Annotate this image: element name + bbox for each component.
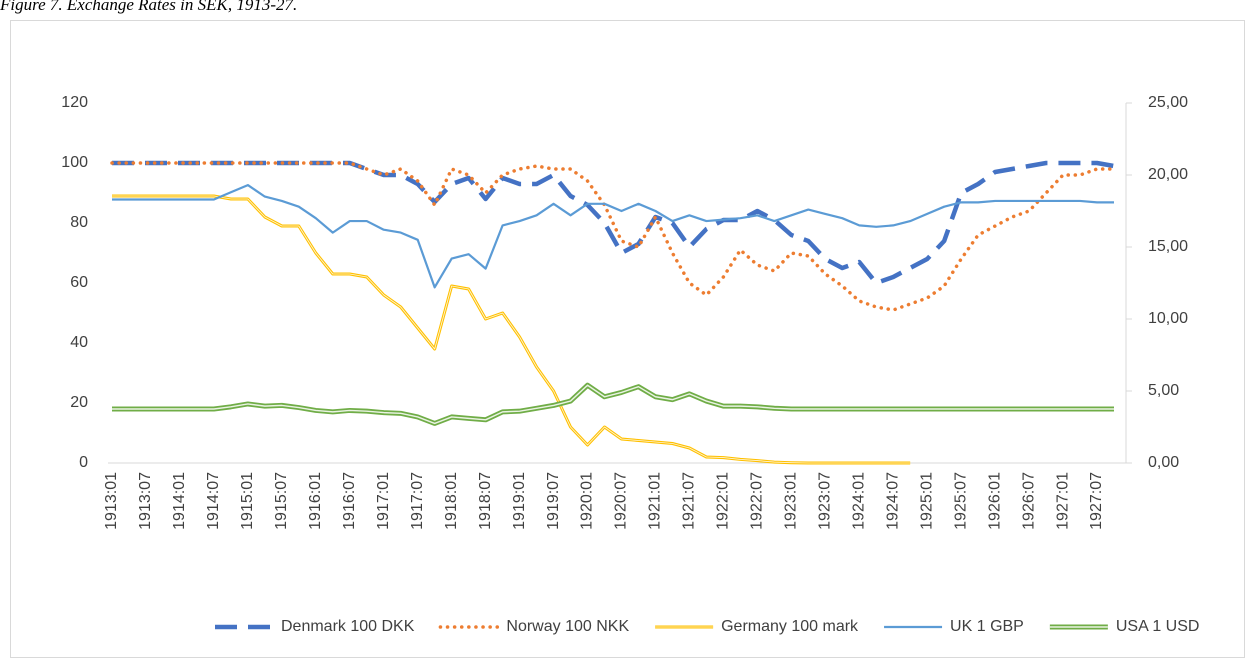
- x-tick-label: 1925:01: [918, 472, 935, 530]
- chart-title: Figure 7. Exchange Rates in SEK, 1913-27…: [0, 0, 297, 14]
- x-tick-label: 1916:01: [307, 472, 324, 530]
- x-tick-label: 1918:01: [443, 472, 460, 530]
- legend-label: Norway 100 NKK: [506, 618, 629, 635]
- x-tick-label: 1925:07: [952, 472, 969, 530]
- x-tick-label: 1915:01: [239, 472, 256, 530]
- x-tick-label: 1924:01: [850, 472, 867, 530]
- x-tick-label: 1917:01: [375, 472, 392, 530]
- y-tick-label: 20: [70, 394, 88, 411]
- series-line: [112, 160, 1115, 286]
- x-tick-label: 1926:07: [1020, 472, 1037, 530]
- x-tick-label: 1927:01: [1054, 472, 1071, 530]
- x-tick-label: 1922:01: [715, 472, 732, 530]
- y-tick-label: 0: [79, 454, 88, 471]
- x-tick-label: 1919:07: [545, 472, 562, 530]
- x-tick-label: 1913:07: [137, 472, 154, 530]
- y2-tick-label: 10,00: [1148, 310, 1188, 327]
- y2-tick-label: 5,00: [1148, 382, 1179, 399]
- legend-label: Germany 100 mark: [721, 618, 859, 635]
- x-tick-label: 1924:07: [884, 472, 901, 530]
- x-tick-label: 1921:07: [681, 472, 698, 530]
- x-tick-label: 1923:01: [783, 472, 800, 530]
- x-tick-label: 1922:07: [749, 472, 766, 530]
- series-line-highlight: [112, 195, 911, 464]
- y2-tick-label: 0,00: [1148, 454, 1179, 471]
- x-tick-label: 1913:01: [103, 472, 120, 530]
- y2-tick-label: 15,00: [1148, 238, 1188, 255]
- x-tick-label: 1920:07: [613, 472, 630, 530]
- x-tick-label: 1919:01: [511, 472, 528, 530]
- x-tick-label: 1915:07: [273, 472, 290, 530]
- legend-label: Denmark 100 DKK: [281, 618, 415, 635]
- y-tick-label: 80: [70, 214, 88, 231]
- x-tick-label: 1927:07: [1088, 472, 1105, 530]
- x-tick-label: 1918:07: [477, 472, 494, 530]
- x-tick-label: 1926:01: [986, 472, 1003, 530]
- series-line: [110, 161, 1116, 312]
- y-tick-label: 60: [70, 274, 88, 291]
- x-tick-label: 1914:07: [205, 472, 222, 530]
- x-tick-label: 1920:01: [579, 472, 596, 530]
- legend-label: USA 1 USD: [1116, 618, 1200, 635]
- y-tick-label: 120: [61, 94, 88, 111]
- x-tick-label: 1917:07: [409, 472, 426, 530]
- y-tick-label: 40: [70, 334, 88, 351]
- series-line: [112, 183, 1114, 289]
- y-tick-label: 100: [61, 154, 88, 171]
- legend-label: UK 1 GBP: [950, 618, 1024, 635]
- x-tick-label: 1921:01: [647, 472, 664, 530]
- y2-tick-label: 20,00: [1148, 166, 1188, 183]
- chart-border: [10, 20, 1245, 658]
- y2-tick-label: 25,00: [1148, 94, 1188, 111]
- series-line-highlight: [112, 384, 1114, 425]
- x-tick-label: 1923:07: [817, 472, 834, 530]
- x-tick-label: 1916:07: [341, 472, 358, 530]
- x-tick-label: 1914:01: [171, 472, 188, 530]
